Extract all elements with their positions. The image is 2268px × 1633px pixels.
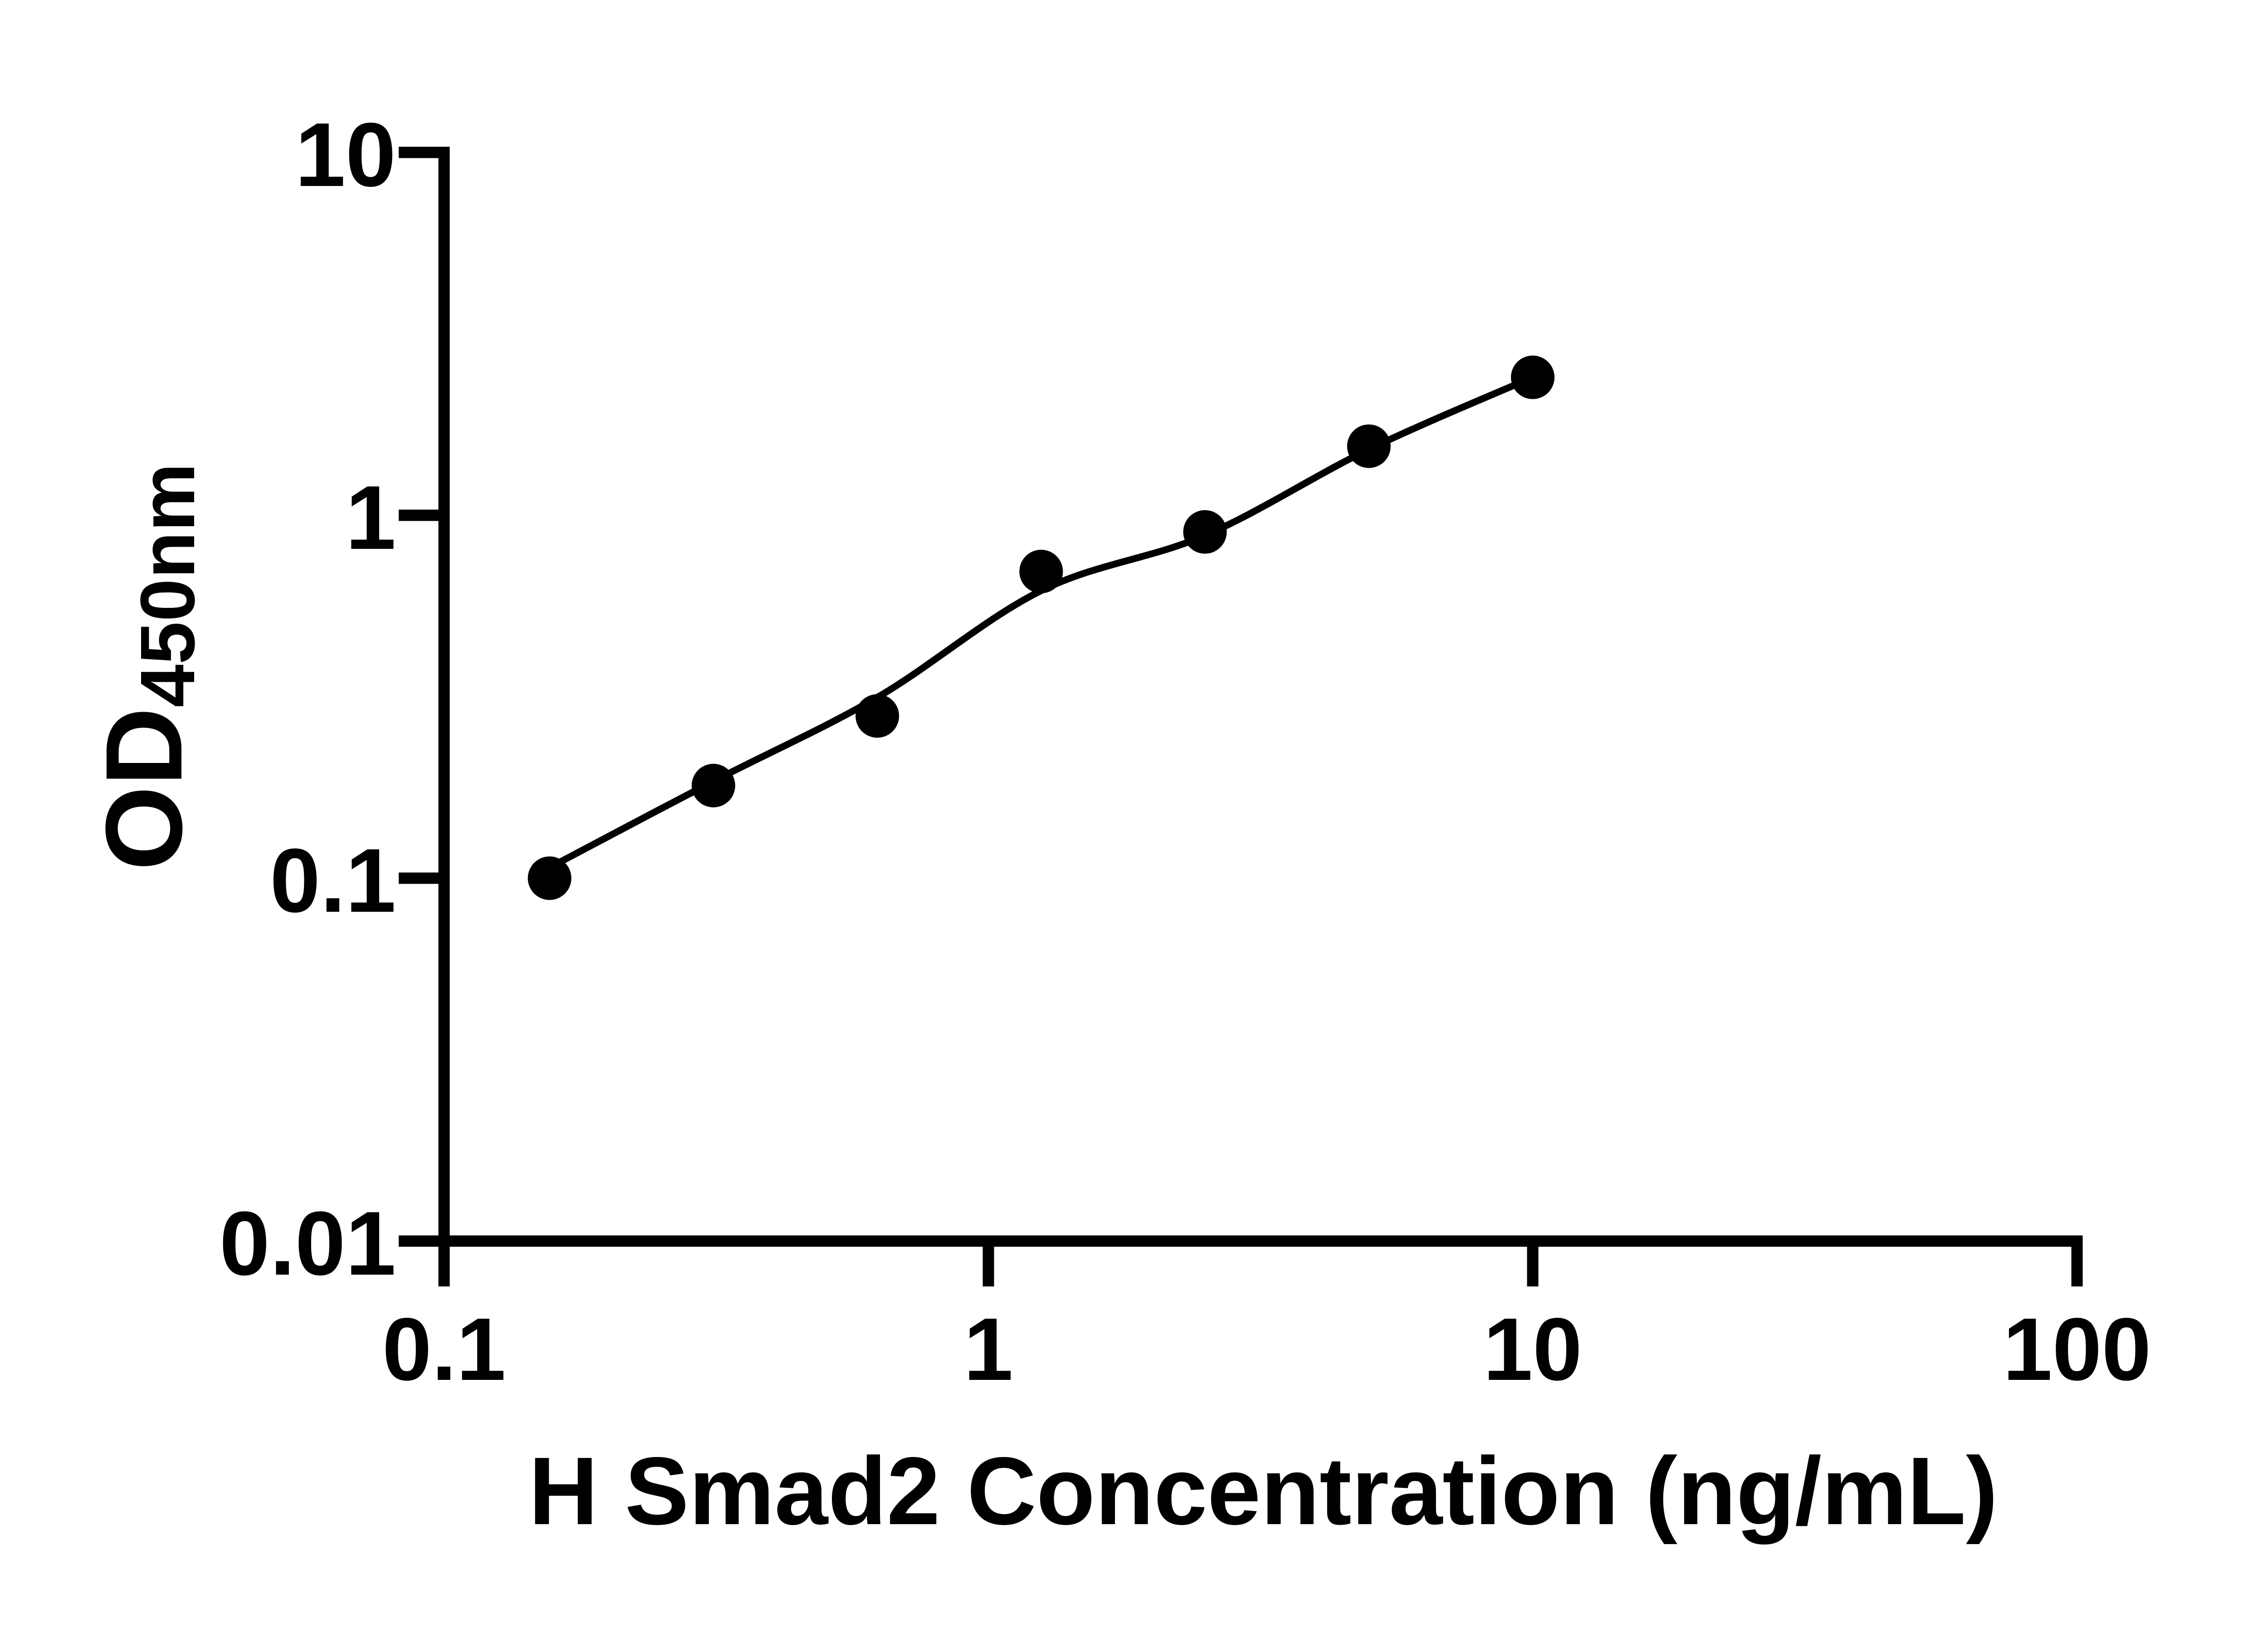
y-tick-label: 1 — [346, 467, 396, 568]
data-point-marker — [691, 763, 735, 807]
x-tick-label: 10 — [1483, 1300, 1582, 1399]
y-tick-label: 0.1 — [270, 830, 396, 931]
data-point-marker — [1511, 355, 1554, 399]
y-axis-title-main: OD — [83, 707, 205, 870]
y-axis-title: OD450nm — [83, 463, 211, 871]
data-point-marker — [1019, 549, 1063, 593]
data-point-marker — [855, 694, 899, 738]
x-axis-title: H Smad2 Concentration (ng/mL) — [528, 1437, 1998, 1545]
data-point-marker — [528, 856, 572, 900]
x-tick-label: 100 — [2003, 1300, 2151, 1399]
y-axis-title-subscript: 450nm — [125, 463, 211, 708]
data-point-marker — [1347, 424, 1391, 468]
x-tick-label: 0.1 — [382, 1300, 506, 1399]
x-tick-label: 1 — [963, 1300, 1013, 1399]
y-tick-label: 0.01 — [220, 1193, 396, 1294]
data-point-marker — [1183, 510, 1227, 554]
y-tick-label: 10 — [295, 104, 396, 205]
